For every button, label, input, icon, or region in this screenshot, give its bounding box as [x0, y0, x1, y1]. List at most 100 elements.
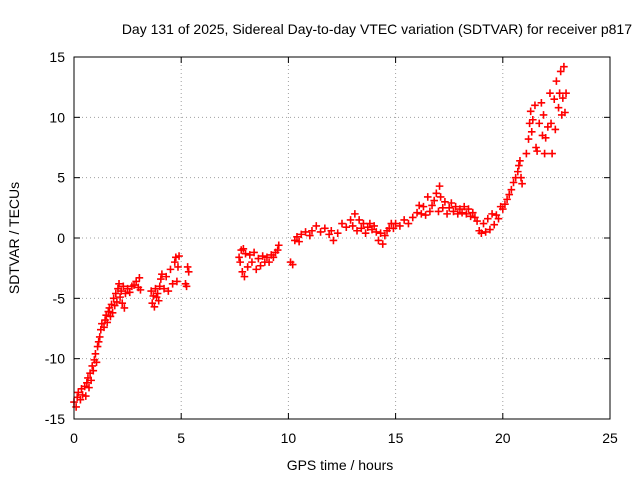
data-point [516, 156, 524, 165]
data-point [135, 274, 144, 282]
data-point [436, 193, 445, 201]
data-point [301, 228, 310, 236]
data-point [514, 167, 522, 176]
axis-ticks: 0 5 10 15 20 25 -15 -10 -5 0 5 10 15 [45, 49, 618, 446]
data-point [499, 205, 507, 213]
data-point [488, 210, 496, 218]
data-point [184, 267, 193, 276]
data-point [503, 195, 511, 204]
data-point [94, 337, 103, 346]
data-point [515, 161, 523, 170]
data-point [537, 99, 546, 107]
data-point [109, 294, 118, 303]
data-point [288, 260, 297, 269]
data-point [316, 228, 325, 236]
data-point [473, 217, 481, 225]
data-point [481, 228, 490, 236]
data-point [248, 258, 256, 266]
data-point [168, 280, 177, 288]
x-tick-label: 25 [602, 430, 618, 446]
data-point [308, 226, 316, 235]
data-point [121, 289, 130, 298]
data-point [432, 189, 441, 198]
data-point [166, 265, 175, 274]
data-point [477, 229, 486, 237]
data-point [329, 236, 338, 245]
data-point [338, 219, 346, 228]
data-point [539, 111, 548, 119]
data-point [175, 252, 183, 260]
data-point [526, 107, 535, 116]
data-point [378, 240, 387, 248]
data-point [155, 282, 164, 291]
data-point [89, 366, 98, 375]
data-point [550, 95, 559, 104]
data-point [389, 224, 398, 233]
data-point [321, 224, 329, 233]
data-point [441, 198, 449, 206]
data-point [535, 119, 544, 128]
data-point [246, 251, 254, 259]
data-point [243, 263, 252, 271]
data-point [426, 207, 434, 216]
data-point [531, 101, 539, 110]
data-point [509, 178, 518, 187]
data-point [236, 258, 244, 266]
data-point [265, 258, 273, 266]
data-point [136, 286, 145, 294]
data-point [118, 299, 127, 307]
data-point [421, 211, 430, 219]
x-tick-label: 20 [495, 430, 511, 446]
y-tick-label: 15 [49, 49, 65, 65]
data-point [560, 62, 568, 71]
data-point [533, 147, 541, 155]
data-point [241, 249, 250, 258]
data-point [507, 185, 516, 194]
data-point [374, 236, 383, 245]
data-point [91, 350, 100, 358]
data-point [400, 216, 408, 224]
data-point [527, 128, 536, 136]
data-point [435, 182, 444, 190]
data-point [333, 229, 342, 237]
data-point [396, 222, 404, 230]
data-point [74, 388, 83, 397]
chart-title: Day 131 of 2025, Sidereal Day-to-day VTE… [122, 21, 632, 37]
data-points [70, 62, 570, 411]
data-point [541, 134, 550, 142]
data-point [125, 288, 134, 297]
data-point [306, 231, 314, 240]
data-point [434, 207, 443, 216]
data-point [494, 214, 503, 223]
data-point [415, 201, 423, 210]
data-point [376, 229, 385, 237]
data-point [468, 208, 477, 217]
data-point [438, 204, 447, 212]
data-point [451, 202, 460, 211]
data-point [529, 115, 537, 124]
data-point [447, 199, 456, 207]
data-point [104, 307, 113, 316]
data-point [540, 149, 549, 158]
data-point [353, 226, 361, 235]
data-point [428, 201, 436, 210]
data-point [93, 342, 102, 351]
data-point [554, 103, 563, 112]
data-point [183, 263, 192, 271]
data-point [505, 190, 514, 199]
data-point [172, 253, 180, 262]
data-point [151, 284, 160, 293]
x-tick-label: 5 [177, 430, 185, 446]
data-point [238, 267, 247, 276]
y-tick-label: 5 [57, 170, 65, 186]
data-point [92, 358, 101, 367]
data-point [327, 226, 336, 235]
data-point [240, 272, 249, 281]
data-point [518, 179, 526, 188]
data-point [419, 202, 428, 211]
data-point [404, 219, 413, 228]
data-point [462, 210, 471, 218]
data-point [115, 280, 123, 288]
data-point [381, 231, 389, 240]
